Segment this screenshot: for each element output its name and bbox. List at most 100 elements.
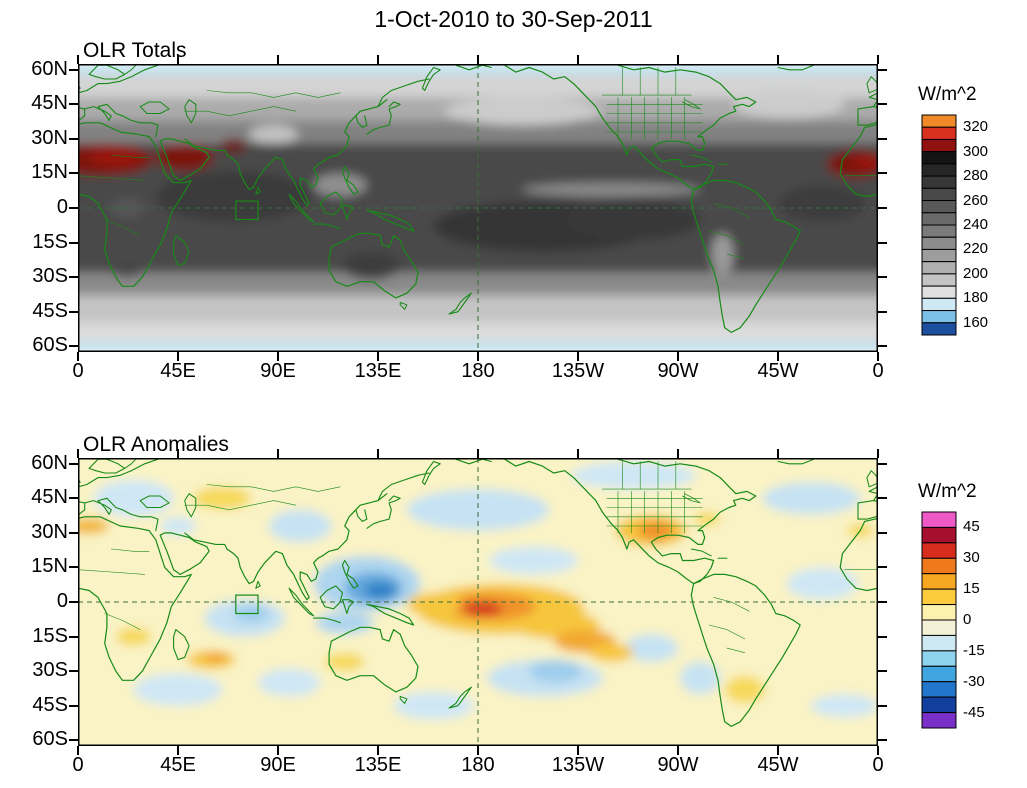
colorbar-segment: [921, 114, 957, 128]
tick-mark: [477, 55, 479, 64]
coastlines: [78, 458, 815, 727]
colorbar-label: 220: [963, 240, 989, 258]
lon-tick-label: 0: [72, 360, 84, 382]
tick-mark: [69, 137, 78, 140]
lat-tick-label: 0: [56, 196, 68, 218]
tick-mark: [69, 276, 78, 279]
tick-mark: [69, 172, 78, 175]
tick-mark: [777, 746, 779, 755]
tick-mark: [69, 207, 78, 209]
colorbar-label: 30: [963, 549, 980, 567]
colorbar-segment: [921, 236, 957, 250]
tick-mark: [577, 746, 579, 755]
tick-mark: [69, 345, 78, 348]
tick-mark: [277, 352, 279, 361]
colorbar-segment: [921, 126, 957, 140]
lon-tick-label: 180: [461, 360, 495, 382]
lon-tick-label: 180: [461, 754, 495, 776]
tick-mark: [878, 497, 887, 500]
tick-mark: [877, 352, 879, 361]
colorbar-label: 320: [963, 118, 989, 136]
colorbar-segment: [921, 187, 957, 202]
colorbar-segment: [921, 696, 957, 714]
tick-mark: [377, 449, 379, 458]
colorbar-segment: [921, 681, 957, 698]
lon-tick-label: 135E: [354, 754, 402, 776]
colorbar-segment: [921, 712, 957, 729]
colorbar-segment: [921, 634, 957, 652]
colorbar-segment: [921, 200, 957, 214]
lat-tick-label: 45N: [31, 92, 68, 115]
tick-mark: [877, 449, 879, 458]
tick-mark: [377, 55, 379, 64]
world-map-totals: [78, 64, 878, 352]
tick-mark: [878, 670, 887, 673]
tick-mark: [677, 55, 679, 64]
tick-mark: [777, 55, 779, 64]
colorbar-segment: [921, 224, 957, 238]
colorbar-segment: [921, 665, 957, 683]
lon-tick-label: 45E: [160, 360, 196, 382]
tick-mark: [878, 345, 887, 348]
coastlines: [839, 76, 878, 198]
world-map-anomalies: [78, 458, 878, 746]
tick-mark: [878, 310, 887, 313]
colorbar-segment: [921, 138, 957, 153]
tick-mark: [69, 704, 78, 707]
colorbar-label: 300: [963, 142, 989, 160]
colorbar-label: 200: [963, 264, 989, 282]
colorbar-segment: [921, 285, 957, 299]
lat-tick-label: 30S: [32, 265, 68, 288]
tick-mark: [69, 670, 78, 673]
tick-mark: [777, 352, 779, 361]
lon-tick-label: 90W: [657, 360, 699, 382]
colorbar-segment: [921, 322, 957, 336]
map-frame: [78, 458, 878, 746]
tick-mark: [877, 746, 879, 755]
lat-tick-label: 30N: [31, 126, 68, 149]
coastlines: [839, 470, 878, 592]
coastlines: [78, 64, 815, 333]
colorbar-title: W/m^2: [918, 481, 977, 502]
tick-mark: [577, 55, 579, 64]
lon-tick-label: 90E: [260, 360, 296, 382]
tick-mark: [69, 241, 78, 244]
lat-tick-label: 45S: [32, 299, 68, 322]
tick-mark: [878, 103, 887, 106]
tick-mark: [777, 449, 779, 458]
tick-mark: [878, 566, 887, 569]
colorbar-segment: [921, 248, 957, 263]
tick-mark: [77, 449, 79, 458]
colorbar-segment: [921, 573, 957, 590]
tick-mark: [77, 55, 79, 64]
tick-mark: [477, 449, 479, 458]
tick-mark: [69, 566, 78, 569]
colorbar-segment: [921, 542, 957, 559]
tick-mark: [878, 241, 887, 244]
tick-mark: [277, 55, 279, 64]
tick-mark: [477, 352, 479, 361]
colorbar-segment: [921, 604, 957, 621]
tick-mark: [677, 352, 679, 361]
colorbar-segment: [921, 175, 957, 189]
tick-mark: [377, 746, 379, 755]
colorbar-anomalies: [921, 511, 957, 729]
colorbar-segment: [921, 310, 957, 324]
tick-mark: [577, 449, 579, 458]
colorbar-segment: [921, 261, 957, 275]
colorbar-segment: [921, 557, 957, 575]
colorbar-label: 15: [963, 580, 980, 598]
tick-mark: [177, 449, 179, 458]
lat-tick-label: 0: [56, 590, 68, 612]
colorbar-title: W/m^2: [918, 84, 977, 105]
tick-mark: [878, 207, 887, 209]
tick-mark: [878, 739, 887, 742]
colorbar-label: -30: [963, 672, 985, 690]
tick-mark: [177, 746, 179, 755]
colorbar-segment: [921, 511, 957, 528]
lon-tick-label: 135W: [551, 754, 605, 776]
tick-mark: [177, 352, 179, 361]
tick-mark: [878, 635, 887, 638]
tick-mark: [377, 352, 379, 361]
